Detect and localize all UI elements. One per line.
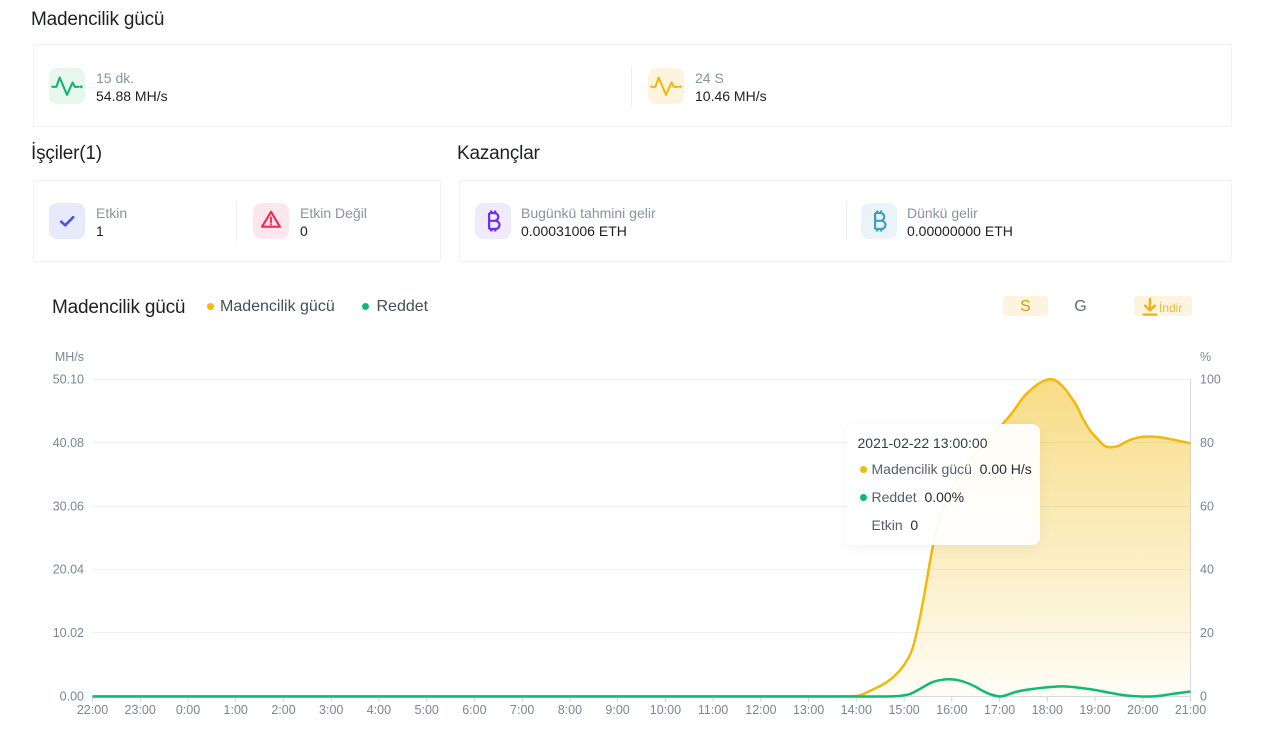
svg-text:30.06: 30.06 bbox=[53, 499, 84, 513]
svg-text:60: 60 bbox=[1200, 499, 1214, 513]
svg-text:5:00: 5:00 bbox=[415, 703, 439, 717]
svg-text:15:00: 15:00 bbox=[888, 703, 919, 717]
svg-text:4:00: 4:00 bbox=[367, 703, 391, 717]
svg-text:22:00: 22:00 bbox=[77, 703, 108, 717]
svg-text:8:00: 8:00 bbox=[558, 703, 582, 717]
svg-text:%: % bbox=[1200, 350, 1211, 364]
svg-text:80: 80 bbox=[1200, 436, 1214, 450]
svg-text:11:00: 11:00 bbox=[698, 703, 728, 717]
svg-text:0:00: 0:00 bbox=[176, 703, 200, 717]
svg-text:16:00: 16:00 bbox=[936, 703, 967, 717]
svg-text:3:00: 3:00 bbox=[319, 703, 343, 717]
svg-text:20.04: 20.04 bbox=[53, 563, 84, 577]
svg-text:13:00: 13:00 bbox=[793, 703, 824, 717]
svg-text:23:00: 23:00 bbox=[125, 703, 156, 717]
svg-text:1:00: 1:00 bbox=[224, 703, 248, 717]
svg-text:9:00: 9:00 bbox=[605, 703, 629, 717]
svg-text:20:00: 20:00 bbox=[1127, 703, 1158, 717]
svg-text:MH/s: MH/s bbox=[55, 350, 84, 364]
svg-text:20: 20 bbox=[1200, 626, 1214, 640]
svg-text:0: 0 bbox=[1200, 690, 1207, 704]
svg-text:19:00: 19:00 bbox=[1079, 703, 1110, 717]
svg-text:12:00: 12:00 bbox=[745, 703, 776, 717]
svg-text:2:00: 2:00 bbox=[271, 703, 295, 717]
svg-text:6:00: 6:00 bbox=[462, 703, 486, 717]
svg-text:17:00: 17:00 bbox=[984, 703, 1015, 717]
svg-text:100: 100 bbox=[1200, 373, 1221, 387]
svg-text:10.02: 10.02 bbox=[53, 626, 84, 640]
svg-text:50.10: 50.10 bbox=[53, 373, 84, 387]
svg-text:40: 40 bbox=[1200, 563, 1214, 577]
svg-text:0.00: 0.00 bbox=[60, 690, 84, 704]
svg-text:40.08: 40.08 bbox=[53, 436, 84, 450]
svg-text:10:00: 10:00 bbox=[650, 703, 681, 717]
svg-text:7:00: 7:00 bbox=[510, 703, 534, 717]
svg-text:14:00: 14:00 bbox=[841, 703, 872, 717]
svg-text:18:00: 18:00 bbox=[1032, 703, 1063, 717]
svg-text:21:00: 21:00 bbox=[1175, 703, 1206, 717]
